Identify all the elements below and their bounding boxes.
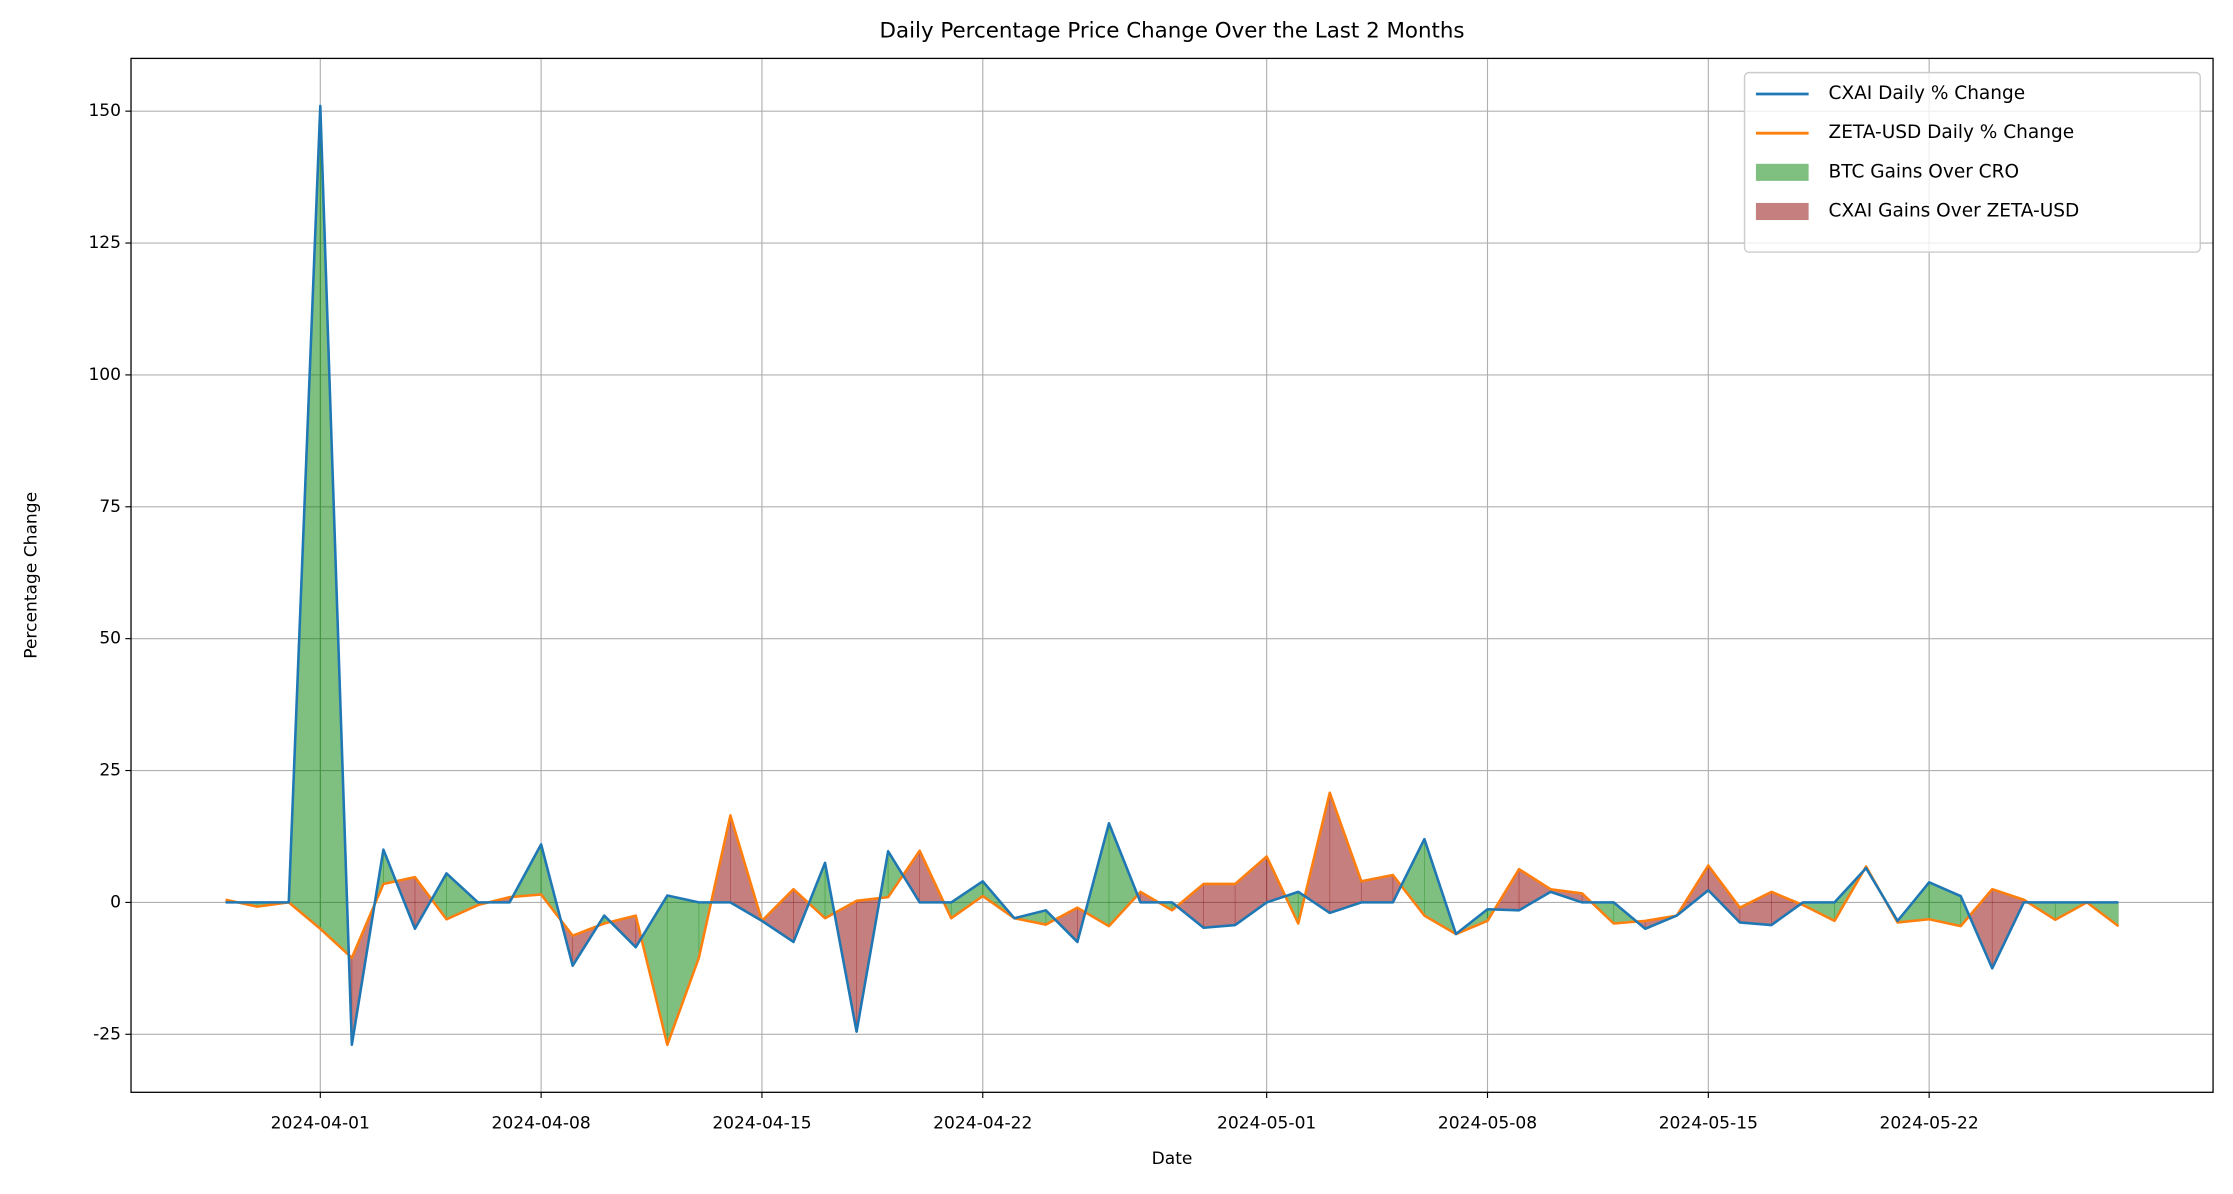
x-tick-label: 2024-04-22 bbox=[933, 1114, 1032, 1134]
series-line bbox=[225, 791, 2120, 1047]
fill-area bbox=[1176, 883, 1204, 929]
x-axis-label: Date bbox=[1152, 1149, 1193, 1169]
x-tick-label: 2024-05-01 bbox=[1217, 1114, 1316, 1134]
series-line bbox=[225, 104, 2119, 1047]
x-tick-label: 2024-05-22 bbox=[1880, 1114, 1979, 1134]
x-tick-label: 2024-04-08 bbox=[491, 1114, 590, 1134]
plot-frame bbox=[130, 57, 2214, 1093]
legend-label: BTC Gains Over CRO bbox=[1829, 161, 2019, 182]
y-tick-label: 0 bbox=[110, 892, 121, 912]
legend-box bbox=[1743, 71, 2201, 253]
legend-swatch bbox=[1755, 202, 1809, 221]
y-tick-label: 125 bbox=[88, 233, 121, 253]
y-tick-label: 50 bbox=[99, 629, 121, 649]
y-tick-label: 100 bbox=[88, 365, 121, 385]
y-axis-label: Percentage Change bbox=[21, 492, 41, 659]
x-tick-label: 2024-05-15 bbox=[1659, 1114, 1758, 1134]
fill-area bbox=[1203, 883, 1236, 929]
chart-title: Daily Percentage Price Change Over the L… bbox=[880, 18, 1465, 43]
legend-label: CXAI Gains Over ZETA-USD bbox=[1829, 200, 2080, 221]
y-tick-label: -25 bbox=[93, 1024, 121, 1044]
fill-area bbox=[902, 849, 921, 904]
fill-area bbox=[1518, 868, 1551, 911]
y-tick-label: 25 bbox=[99, 761, 121, 781]
fill-area bbox=[1739, 891, 1772, 926]
fill-area bbox=[1329, 792, 1362, 914]
legend-label: CXAI Daily % Change bbox=[1829, 83, 2026, 104]
y-tick-label: 75 bbox=[99, 497, 121, 517]
fill-area bbox=[887, 849, 904, 899]
legend-label: ZETA-USD Daily % Change bbox=[1829, 122, 2075, 143]
y-tick-label: 150 bbox=[88, 101, 121, 121]
legend-swatch bbox=[1755, 163, 1809, 181]
legend: CXAI Daily % Change ZETA-USD Daily % Chan… bbox=[1743, 71, 2201, 253]
x-tick-label: 2024-04-15 bbox=[712, 1114, 811, 1134]
x-tick-label: 2024-04-01 bbox=[271, 1114, 370, 1134]
x-tick-label: 2024-05-08 bbox=[1438, 1114, 1537, 1134]
